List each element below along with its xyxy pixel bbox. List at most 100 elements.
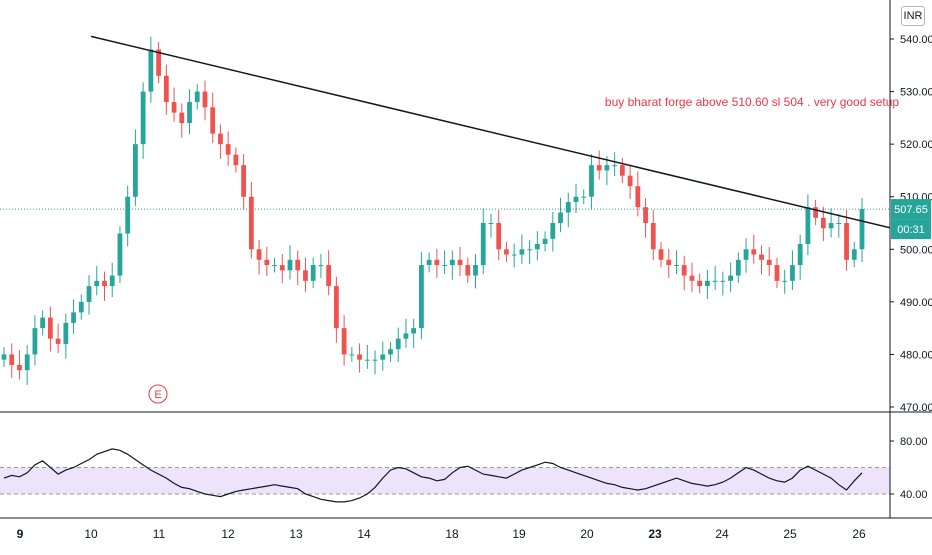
- candle: [349, 347, 355, 362]
- event-marker[interactable]: E: [148, 384, 168, 404]
- rsi-line: [3, 448, 863, 503]
- countdown-label: 00:31: [897, 224, 925, 236]
- candle: [388, 341, 393, 362]
- candle: [558, 197, 563, 233]
- currency-button[interactable]: INR: [901, 6, 925, 26]
- candle: [287, 245, 293, 280]
- candle: [697, 273, 703, 294]
- candle: [94, 266, 100, 296]
- candle-body: [411, 328, 417, 334]
- candle: [17, 350, 22, 380]
- candle: [156, 42, 161, 84]
- candle: [735, 252, 741, 283]
- candle-body: [519, 249, 525, 255]
- time-tick-label: 13: [289, 527, 303, 541]
- candle: [612, 152, 618, 177]
- candle-body: [851, 249, 857, 260]
- candle-body: [241, 165, 247, 197]
- time-tick-label: 14: [357, 527, 371, 541]
- time-tick-label: 10: [84, 527, 98, 541]
- trendline[interactable]: [90, 35, 891, 229]
- candle-body: [71, 312, 76, 323]
- price-tick-label: 530.00: [900, 87, 932, 99]
- candle-body: [465, 265, 471, 276]
- candle-body: [218, 133, 223, 145]
- candle: [527, 240, 533, 265]
- candle: [805, 194, 811, 256]
- candle-body: [426, 259, 432, 266]
- candle: [102, 271, 107, 301]
- candle-body: [156, 49, 161, 76]
- candle-body: [187, 102, 192, 124]
- candle: [473, 254, 478, 289]
- candle-body: [86, 286, 92, 302]
- candle: [9, 343, 15, 378]
- candle-body: [279, 265, 285, 271]
- countdown-tag: 00:31: [891, 219, 931, 240]
- candle: [310, 257, 316, 289]
- event-marker-circle[interactable]: [148, 384, 168, 404]
- candle: [496, 210, 502, 261]
- candle-body: [596, 165, 602, 171]
- candle: [333, 276, 339, 343]
- candle-body: [225, 144, 231, 155]
- candle: [225, 131, 231, 166]
- candle-body: [109, 275, 115, 287]
- candle-body: [326, 265, 332, 287]
- candle: [457, 246, 463, 277]
- candle: [171, 87, 177, 122]
- candle-body: [697, 280, 703, 287]
- last-price-label: 507.65: [894, 204, 928, 216]
- time-tick-label: 23: [648, 527, 662, 541]
- candle: [550, 211, 556, 252]
- candle: [511, 243, 517, 268]
- candle: [264, 246, 270, 277]
- candle: [480, 208, 486, 275]
- countdown-tag-bg: [891, 219, 931, 240]
- candle: [419, 252, 424, 340]
- candle: [782, 269, 788, 294]
- event-marker-label: E: [154, 389, 161, 401]
- candle-body: [140, 91, 146, 145]
- candle: [411, 318, 417, 349]
- candle: [712, 266, 718, 291]
- candle: [728, 262, 733, 292]
- candle: [589, 154, 594, 210]
- candle-body: [496, 223, 502, 250]
- candle-body: [797, 244, 803, 266]
- last-price-tag-bg: [891, 199, 931, 220]
- candle: [241, 154, 247, 210]
- candle: [140, 82, 146, 159]
- rsi-tick-label: 40.00: [900, 489, 928, 501]
- candle-body: [248, 196, 254, 250]
- candle: [434, 248, 440, 278]
- candle-body: [766, 259, 772, 266]
- candle-body: [357, 354, 362, 360]
- candle: [272, 257, 277, 273]
- candle-body: [333, 286, 339, 329]
- candle: [1, 347, 7, 368]
- price-tick-label: 470.00: [900, 402, 932, 414]
- candle: [674, 250, 679, 275]
- candle-body: [511, 254, 517, 256]
- annotation-text[interactable]: buy bharat forge above 510.60 sl 504 . v…: [605, 95, 900, 109]
- candle: [643, 198, 648, 238]
- candle: [187, 89, 192, 135]
- candle-body: [133, 144, 138, 197]
- candle: [117, 226, 123, 283]
- candle: [596, 150, 602, 180]
- candle-body: [210, 107, 216, 134]
- price-tick-label: 520.00: [900, 139, 932, 151]
- candle-body: [735, 259, 741, 276]
- candle: [71, 299, 76, 334]
- candle: [47, 306, 53, 352]
- time-tick-label: 20: [580, 527, 594, 541]
- price-tick-label: 500.00: [900, 244, 932, 256]
- candle-body: [473, 265, 478, 276]
- time-tick-label: 9: [17, 527, 24, 541]
- candle-body: [403, 333, 409, 339]
- candle-body: [256, 249, 262, 260]
- candle: [488, 213, 494, 238]
- candle-body: [743, 249, 749, 260]
- candle-body: [47, 317, 53, 339]
